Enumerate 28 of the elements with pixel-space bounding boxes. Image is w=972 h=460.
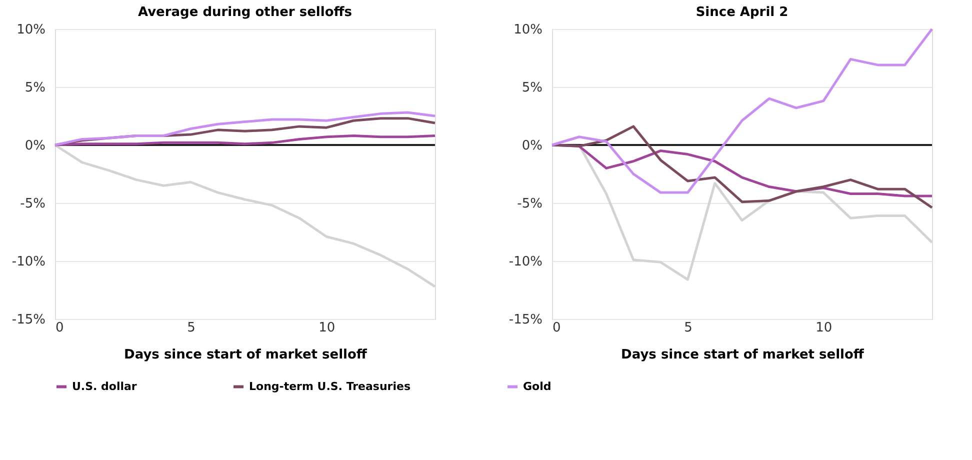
x-tick-label: 5 [187, 320, 196, 336]
y-tick-label: -10% [12, 254, 46, 270]
y-tick-label: 5% [522, 80, 542, 96]
line-series [550, 28, 934, 194]
x-tick-label: 0 [56, 320, 64, 336]
x-tick-label: 10 [318, 320, 336, 336]
y-tick-label: 10% [514, 22, 542, 38]
x-tick-label: 5 [684, 320, 692, 336]
y-tick-label: -5% [517, 196, 542, 212]
legend-label: Gold [523, 380, 552, 393]
chart-title: Average during other selloffs [138, 5, 352, 20]
y-tick-label: -5% [20, 196, 46, 212]
x-tick-label: 0 [552, 320, 561, 336]
x-tick-label: 10 [816, 320, 832, 336]
y-tick-label: -10% [508, 254, 542, 270]
y-tick-label: 0% [522, 138, 542, 154]
legend-label: Long-term U.S. Treasuries [249, 380, 411, 393]
x-axis-title: Days since start of market selloff [621, 348, 864, 362]
chart-title: Since April 2 [696, 5, 788, 20]
y-tick-label: 10% [16, 22, 46, 38]
y-tick-label: -15% [508, 312, 542, 328]
legend-label: U.S. dollar [72, 380, 138, 393]
y-tick-label: 5% [24, 80, 46, 96]
line-series [550, 125, 934, 209]
line-series [54, 111, 436, 146]
y-tick-label: -15% [12, 312, 46, 328]
y-tick-label: 0% [24, 138, 46, 154]
x-axis-title: Days since start of market selloff [124, 348, 368, 362]
